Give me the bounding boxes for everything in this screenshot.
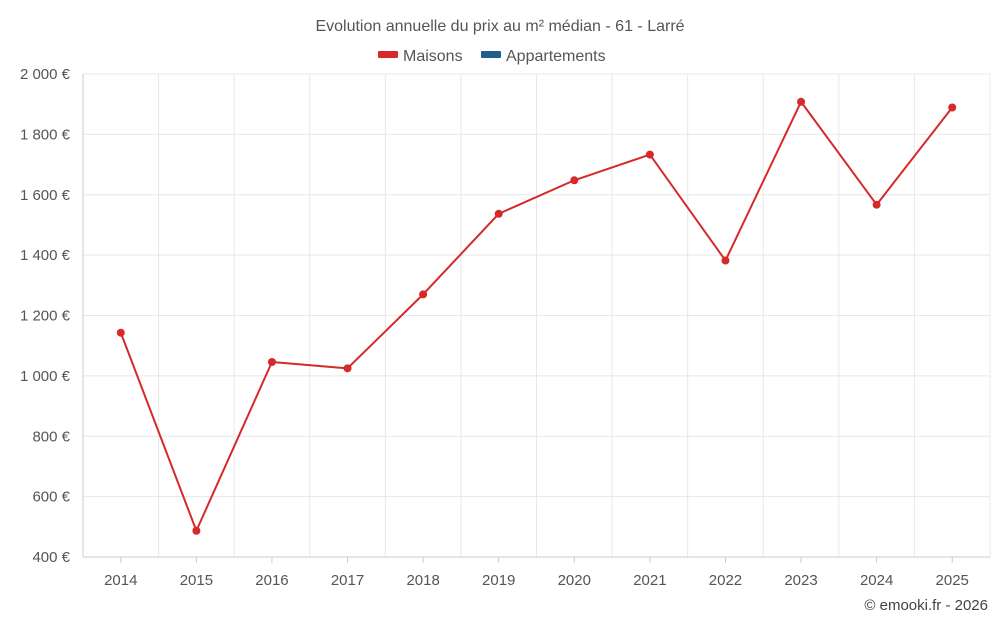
- legend-swatch-appartements: [481, 51, 501, 58]
- x-tick-label: 2015: [180, 572, 213, 589]
- y-tick-label: 1 400 €: [20, 247, 71, 264]
- x-tick-label: 2019: [482, 572, 515, 589]
- data-point-maisons: [948, 103, 957, 112]
- data-point-maisons: [570, 176, 579, 185]
- x-tick-label: 2025: [936, 572, 969, 589]
- x-tick-label: 2020: [558, 572, 591, 589]
- series-layer: [116, 97, 957, 535]
- grid: [82, 73, 991, 558]
- axes: 400 € 600 € 800 € 1 000 € 1 200 € 1 400 € 1 60…: [20, 66, 990, 589]
- x-tick-label: 2023: [784, 572, 817, 589]
- chart-title: Evolution annuelle du prix au m² médian …: [315, 18, 684, 35]
- y-tick-label: 1 800 €: [20, 126, 71, 143]
- data-point-maisons: [797, 97, 806, 106]
- legend: Maisons Appartements: [378, 48, 606, 65]
- x-tick-label: 2021: [633, 572, 666, 589]
- data-point-maisons: [192, 526, 201, 535]
- credit-text: © emooki.fr - 2026: [864, 597, 988, 614]
- y-tick-label: 800 €: [32, 428, 70, 445]
- legend-swatch-maisons: [378, 51, 398, 58]
- data-point-maisons: [494, 209, 503, 218]
- x-tick-label: 2016: [255, 572, 288, 589]
- y-tick-label: 1 200 €: [20, 308, 71, 325]
- y-tick-label: 2 000 €: [20, 66, 71, 83]
- y-tick-label: 1 000 €: [20, 368, 71, 385]
- data-point-maisons: [116, 328, 125, 337]
- legend-label-appartements: Appartements: [506, 48, 606, 65]
- x-tick-label: 2018: [406, 572, 439, 589]
- legend-item-maisons[interactable]: Maisons: [378, 48, 463, 65]
- data-point-maisons: [343, 364, 352, 373]
- data-point-maisons: [419, 290, 428, 299]
- y-tick-label: 1 600 €: [20, 187, 71, 204]
- y-tick-label: 600 €: [32, 489, 70, 506]
- y-tick-label: 400 €: [32, 549, 70, 566]
- data-point-maisons: [721, 256, 730, 265]
- data-point-maisons: [872, 200, 881, 209]
- data-point-maisons: [645, 150, 654, 159]
- x-tick-label: 2017: [331, 572, 364, 589]
- series-line-maisons: [119, 100, 953, 532]
- x-tick-label: 2014: [104, 572, 137, 589]
- x-tick-label: 2022: [709, 572, 742, 589]
- legend-item-appartements[interactable]: Appartements: [481, 48, 606, 65]
- legend-label-maisons: Maisons: [403, 48, 463, 65]
- x-tick-label: 2024: [860, 572, 893, 589]
- data-point-maisons: [267, 357, 276, 366]
